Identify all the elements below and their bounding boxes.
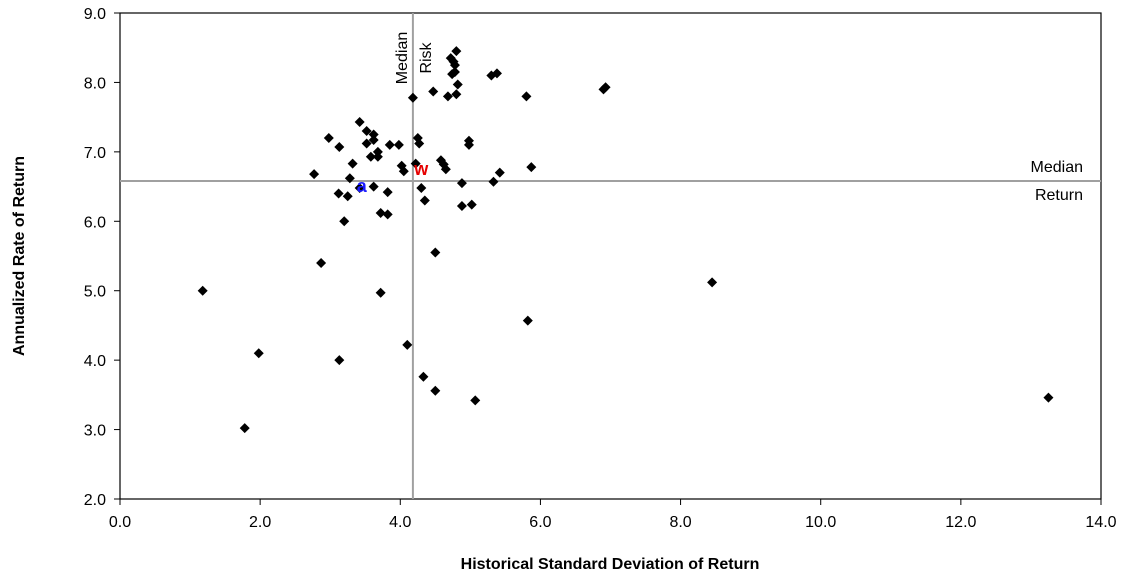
data-point (197, 285, 208, 296)
data-point (526, 162, 537, 173)
data-point (491, 68, 502, 79)
data-point (1043, 392, 1054, 403)
data-point (522, 315, 533, 326)
y-tick-label: 2.0 (84, 492, 106, 509)
x-tick-label: 10.0 (805, 514, 836, 531)
data-point (339, 216, 350, 227)
data-point (393, 139, 404, 150)
data-point (253, 348, 264, 359)
data-point (428, 86, 439, 97)
data-point (494, 167, 505, 178)
data-point (398, 166, 409, 177)
y-tick-label: 5.0 (84, 284, 106, 301)
plot-area (119, 12, 1102, 500)
x-tick-label: 14.0 (1085, 514, 1116, 531)
data-point (456, 178, 467, 189)
y-tick-label: 8.0 (84, 75, 106, 92)
y-axis-ticks: 2.0 3.0 4.0 5.0 6.0 7.0 8.0 9.0 (84, 6, 120, 509)
y-tick-label: 9.0 (84, 6, 106, 23)
data-point (368, 129, 379, 140)
y-tick-label: 7.0 (84, 145, 106, 162)
data-point (309, 169, 320, 180)
y-tick-label: 3.0 (84, 423, 106, 440)
reference-lines (120, 13, 1101, 499)
data-point (470, 395, 481, 406)
data-point (707, 277, 718, 288)
data-point (316, 257, 327, 268)
highlight-label-a: a (357, 176, 368, 196)
data-point (416, 182, 427, 193)
x-axis-title: Historical Standard Deviation of Return (461, 556, 760, 573)
data-point (466, 199, 477, 210)
data-point (333, 188, 344, 199)
annotations: Median Risk Median Return (394, 32, 1083, 204)
data-point (334, 141, 345, 152)
x-tick-label: 12.0 (945, 514, 976, 531)
data-point (451, 46, 462, 57)
data-point (382, 209, 393, 220)
data-point (402, 339, 413, 350)
data-point (440, 164, 451, 175)
data-point (354, 182, 365, 193)
y-tick-label: 4.0 (84, 353, 106, 370)
median-risk-label-line1: Median (394, 32, 411, 84)
y-tick-label: 6.0 (84, 214, 106, 231)
y-axis-title: Annualized Rate of Return (11, 156, 28, 356)
x-tick-label: 2.0 (249, 514, 271, 531)
data-point (334, 355, 345, 366)
data-point (239, 423, 250, 434)
highlight-label-w: w (413, 159, 429, 179)
data-point (456, 201, 467, 212)
data-point (375, 287, 386, 298)
median-return-label-line1: Median (1031, 159, 1083, 176)
data-point (365, 151, 376, 162)
data-point (451, 89, 462, 100)
data-point (375, 207, 386, 218)
data-point (419, 195, 430, 206)
data-point (449, 60, 460, 71)
data-point (430, 385, 441, 396)
data-point (414, 138, 425, 149)
data-point (344, 173, 355, 184)
x-tick-label: 4.0 (389, 514, 411, 531)
data-point (372, 151, 383, 162)
highlighted-points: aw (357, 159, 430, 196)
data-point (463, 139, 474, 150)
data-point (354, 117, 365, 128)
data-point (368, 181, 379, 192)
data-point (361, 126, 372, 137)
data-point (342, 191, 353, 202)
data-point (418, 371, 429, 382)
data-point (382, 187, 393, 198)
median-return-label-line2: Return (1035, 187, 1083, 204)
data-point (521, 91, 532, 102)
data-point (407, 92, 418, 103)
data-point (430, 247, 441, 258)
x-axis-ticks: 0.0 2.0 4.0 6.0 8.0 10.0 12.0 14.0 (109, 499, 1117, 531)
data-point (347, 158, 358, 169)
data-points (197, 46, 1054, 434)
data-point (384, 139, 395, 150)
x-tick-label: 6.0 (529, 514, 551, 531)
plot-frame (119, 12, 1102, 500)
data-point (361, 138, 372, 149)
data-point (600, 82, 611, 93)
data-point (442, 91, 453, 102)
data-point (410, 158, 421, 169)
data-point (323, 132, 334, 143)
data-point (368, 135, 379, 146)
x-tick-label: 8.0 (669, 514, 691, 531)
data-point (452, 79, 463, 90)
median-risk-label-line2: Risk (418, 41, 435, 73)
data-point (449, 67, 460, 78)
x-tick-label: 0.0 (109, 514, 131, 531)
data-point (488, 176, 499, 187)
